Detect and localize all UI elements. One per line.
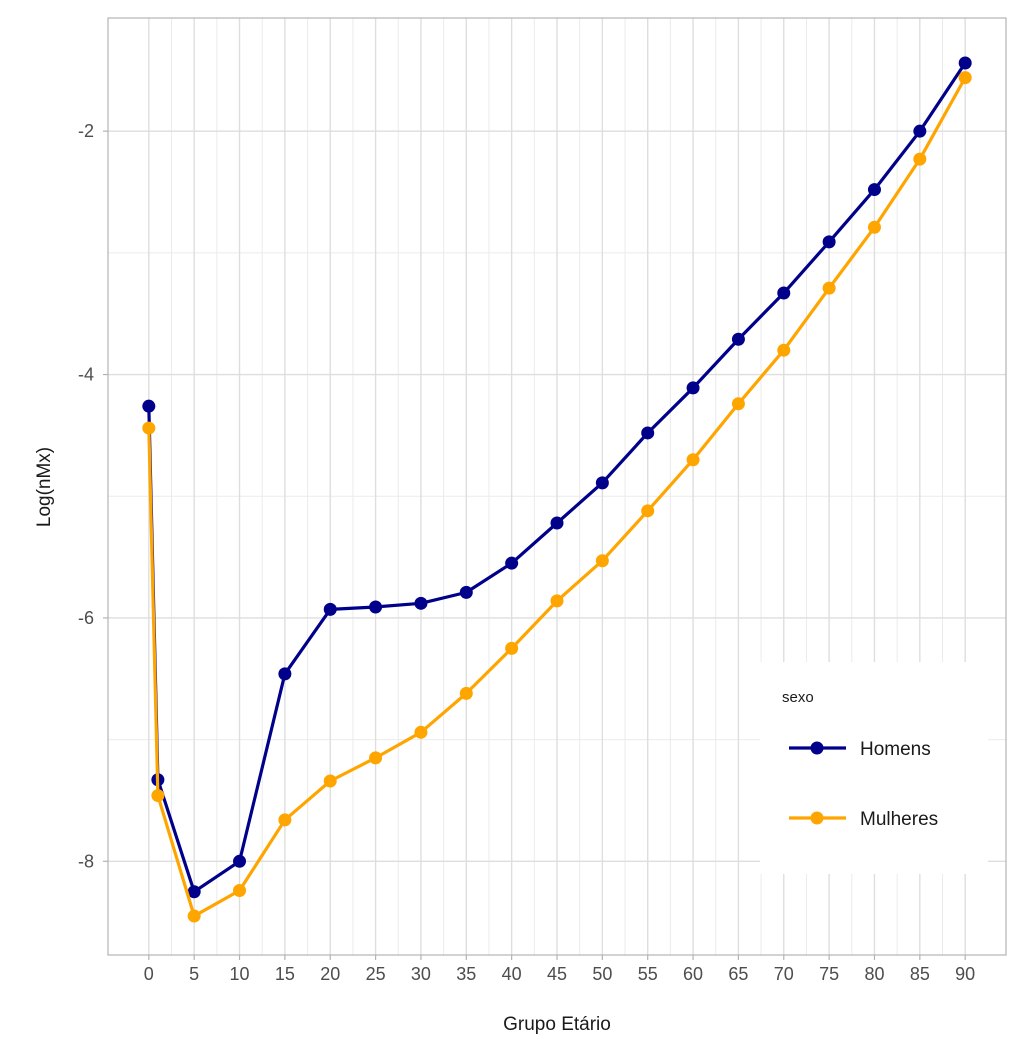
- y-tick-label: -2: [78, 121, 94, 141]
- data-point-mulheres: [731, 397, 745, 411]
- data-point-homens: [641, 426, 655, 440]
- series-line-mulheres: [147, 76, 967, 918]
- data-point-homens: [731, 332, 745, 346]
- x-tick-label: 80: [864, 964, 884, 984]
- y-tick-label: -4: [78, 365, 94, 385]
- x-tick-label: 45: [547, 964, 567, 984]
- data-point-homens: [459, 585, 473, 599]
- x-axis-ticks: 0 5 10 15 20 25 30 35 40 45 50 55 60 65 70 75 80 85 90: [144, 955, 975, 984]
- series-homens: [142, 56, 972, 899]
- legend-label-mulheres: Mulheres: [860, 809, 938, 830]
- series-line-homens: [147, 61, 967, 894]
- data-point-mulheres: [958, 71, 972, 85]
- x-tick-label: 75: [819, 964, 839, 984]
- data-point-homens: [369, 600, 383, 614]
- data-point-mulheres: [867, 220, 881, 234]
- data-point-mulheres: [414, 725, 428, 739]
- data-point-homens: [550, 516, 564, 530]
- data-point-mulheres: [369, 751, 383, 765]
- legend-item-homens: Homens: [789, 739, 931, 760]
- data-point-mulheres: [459, 686, 473, 700]
- legend-label-homens: Homens: [860, 739, 931, 760]
- data-point-homens: [278, 667, 292, 681]
- x-tick-label: 70: [774, 964, 794, 984]
- x-tick-label: 5: [189, 964, 199, 984]
- legend-key-point: [810, 811, 824, 825]
- data-point-homens: [777, 286, 791, 300]
- data-point-homens: [323, 602, 337, 616]
- data-point-mulheres: [151, 789, 165, 803]
- x-tick-label: 55: [638, 964, 658, 984]
- x-tick-label: 30: [411, 964, 431, 984]
- data-point-homens: [414, 596, 428, 610]
- data-point-homens: [595, 476, 609, 490]
- x-tick-label: 15: [275, 964, 295, 984]
- data-point-mulheres: [278, 813, 292, 827]
- data-point-homens: [867, 183, 881, 197]
- data-point-mulheres: [505, 641, 519, 655]
- x-tick-label: 25: [366, 964, 386, 984]
- data-point-homens: [505, 556, 519, 570]
- data-point-homens: [187, 885, 201, 899]
- x-tick-label: 90: [955, 964, 975, 984]
- y-tick-label: -8: [78, 851, 94, 871]
- x-tick-label: 20: [320, 964, 340, 984]
- legend: sexo Homens Mulheres: [760, 662, 988, 874]
- x-tick-label: 85: [910, 964, 930, 984]
- x-tick-label: 10: [230, 964, 250, 984]
- legend-key-point: [810, 741, 824, 755]
- x-tick-label: 0: [144, 964, 154, 984]
- x-tick-label: 65: [728, 964, 748, 984]
- y-tick-label: -6: [78, 608, 94, 628]
- data-point-homens: [233, 854, 247, 868]
- data-point-mulheres: [686, 453, 700, 467]
- series-mulheres: [142, 71, 972, 923]
- data-point-homens: [958, 56, 972, 70]
- data-point-mulheres: [142, 421, 156, 435]
- legend-item-mulheres: Mulheres: [789, 809, 938, 830]
- data-point-mulheres: [641, 504, 655, 518]
- data-point-homens: [686, 381, 700, 395]
- y-axis-ticks: -2 -4 -6 -8: [78, 121, 108, 871]
- x-tick-label: 40: [502, 964, 522, 984]
- series-layer: [142, 56, 972, 923]
- data-point-mulheres: [595, 554, 609, 568]
- data-point-mulheres: [323, 774, 337, 788]
- data-point-homens: [142, 399, 156, 413]
- y-axis-title: Log(nMx): [34, 447, 55, 527]
- data-point-mulheres: [187, 909, 201, 923]
- x-tick-label: 35: [456, 964, 476, 984]
- x-axis-title: Grupo Etário: [503, 1014, 611, 1035]
- data-point-homens: [822, 235, 836, 249]
- legend-title: sexo: [782, 689, 814, 706]
- data-point-mulheres: [822, 281, 836, 295]
- legend-background: [760, 662, 988, 874]
- legend-items: Homens Mulheres: [789, 739, 938, 830]
- data-point-mulheres: [913, 152, 927, 166]
- x-tick-label: 60: [683, 964, 703, 984]
- data-point-mulheres: [550, 594, 564, 608]
- data-point-mulheres: [777, 343, 791, 357]
- data-point-mulheres: [233, 884, 247, 898]
- data-point-homens: [913, 124, 927, 138]
- x-tick-label: 50: [592, 964, 612, 984]
